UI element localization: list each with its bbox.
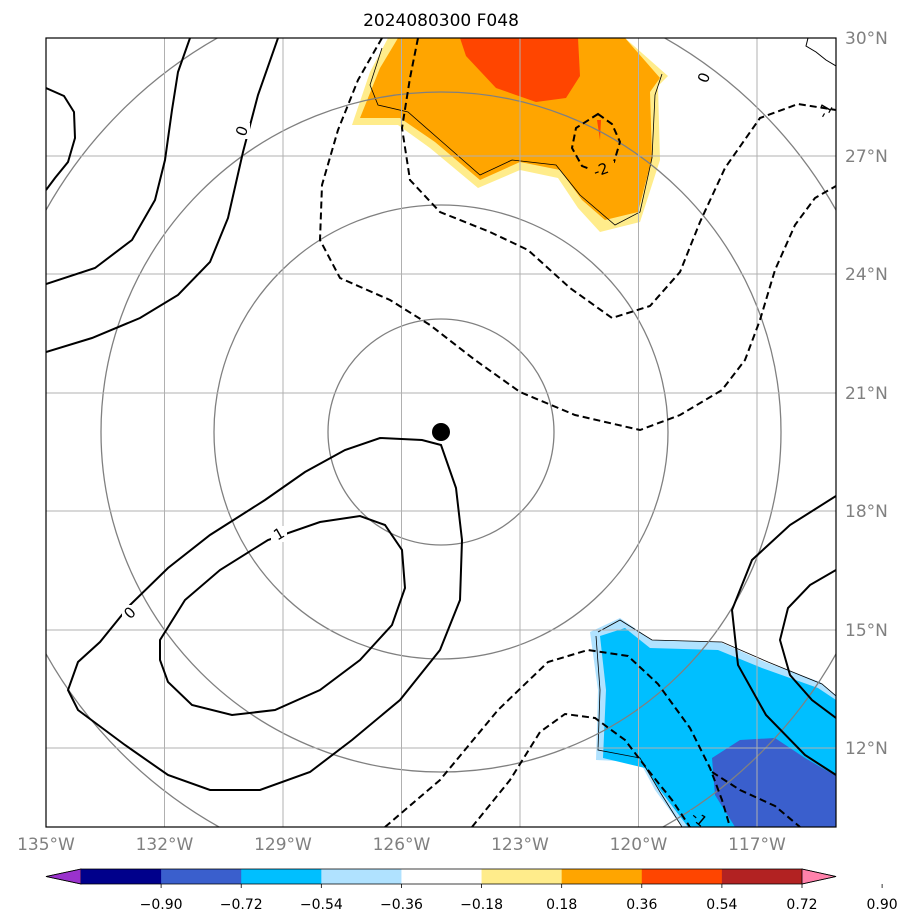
- positive-shading-orange: [360, 38, 660, 220]
- colorbar-outline: [45, 868, 837, 885]
- colorbar-segment: [321, 869, 402, 884]
- lon-tick-label: 123°W: [491, 835, 549, 855]
- contour-label-bg: [588, 161, 614, 177]
- contour-label-bg: [690, 810, 706, 826]
- colorbar-tick-label: 0.72: [786, 897, 817, 913]
- colorbar-tick-label: −0.72: [220, 897, 263, 913]
- contour-1-inner: [159, 514, 407, 717]
- colorbar-segment: [401, 869, 483, 884]
- contour-neg-lower-inner: [471, 712, 691, 827]
- lat-tick-labels: 12°N 15°N 18°N 21°N 24°N 27°N 30°N: [845, 29, 888, 759]
- colorbar-extend-high: [801, 868, 837, 885]
- lon-tick-label: 129°W: [254, 835, 312, 855]
- lat-tick-label: 27°N: [845, 147, 888, 167]
- contour-0-upper-left-inner: [46, 38, 279, 353]
- lon-tick-label: 135°W: [17, 835, 75, 855]
- colorbar-segment: [561, 869, 643, 884]
- solid-contours: [46, 38, 836, 791]
- lat-tick-label: 15°N: [845, 621, 888, 641]
- colorbar-segment: [481, 869, 563, 884]
- storm-center-marker: [432, 423, 450, 441]
- contour-label: 0: [694, 70, 714, 85]
- colorbar-segment: [161, 869, 242, 884]
- range-ring-3: [100, 91, 782, 773]
- lon-tick-labels: 135°W 132°W 129°W 126°W 123°W 120°W 117°…: [17, 835, 786, 855]
- dashed-contours: [318, 38, 836, 827]
- colorbar-segment: [641, 869, 723, 884]
- range-rings: [46, 38, 836, 827]
- colorbar-tick-label: −0.90: [140, 897, 183, 913]
- colorbar-extend-low: [45, 868, 82, 885]
- colorbar-segments: [45, 868, 837, 885]
- contour-label-bg: [234, 123, 250, 139]
- contour-label-bg: [122, 605, 138, 621]
- colorbar-tick-label: −0.54: [300, 897, 343, 913]
- colorbar-segment: [81, 869, 162, 884]
- positive-shading-red-spot: [597, 120, 601, 140]
- colorbar-tick-label: 0.36: [626, 897, 657, 913]
- contour-0-upper-left: [46, 38, 191, 285]
- lon-tick-label: 120°W: [610, 835, 668, 855]
- colorbar: −0.90 −0.72 −0.54 −0.36 −0.18 0.18 0.36 0.54 0.7…: [45, 868, 898, 913]
- contour-0-lower: [66, 436, 464, 791]
- lat-tick-label: 18°N: [845, 502, 888, 522]
- lat-tick-label: 12°N: [845, 739, 888, 759]
- lat-tick-label: 24°N: [845, 265, 888, 285]
- contour-neg-upper-outer: [318, 38, 836, 432]
- colorbar-segment: [241, 869, 322, 884]
- colorbar-tick-label: −0.36: [380, 897, 423, 913]
- lat-tick-label: 30°N: [845, 29, 888, 49]
- lat-tick-label: 21°N: [845, 384, 888, 404]
- positive-outline: [369, 47, 663, 226]
- contour-label-bg: [271, 526, 287, 542]
- contour-0-left-edge: [46, 87, 77, 191]
- contour-labels: 0 1 0 -2 -1 0 -1: [120, 70, 837, 827]
- contour-neg-lower-right: [711, 771, 801, 827]
- contour-neg-lower-outer: [384, 648, 731, 827]
- range-ring-2: [213, 204, 669, 660]
- lon-tick-label: 126°W: [373, 835, 431, 855]
- contour-label: -2: [591, 159, 611, 181]
- range-ring-1: [327, 318, 555, 546]
- plot-area: 0 1 0 -2 -1 0 -1: [46, 38, 837, 827]
- contour-neg-upper-inner: [400, 38, 836, 320]
- contour-right-inner: [778, 569, 836, 719]
- contour-label: -1: [814, 100, 837, 122]
- colorbar-tick-label: 0.54: [706, 897, 737, 913]
- gridlines: [46, 38, 836, 827]
- contour-right-outer: [730, 495, 836, 776]
- colorbar-tick-label: 0.18: [546, 897, 577, 913]
- negative-shading-dark: [712, 738, 836, 827]
- plot-frame: [45, 37, 837, 828]
- lon-tick-label: 117°W: [728, 835, 786, 855]
- figure-title: 2024080300 F048: [363, 11, 519, 31]
- lon-tick-label: 132°W: [136, 835, 194, 855]
- colorbar-segment: [721, 869, 803, 884]
- contour-neg-2-loop: [570, 112, 622, 174]
- coastline: [805, 38, 836, 67]
- colorbar-labels: −0.90 −0.72 −0.54 −0.36 −0.18 0.18 0.36 0.54 0.7…: [140, 884, 898, 913]
- colorbar-tick-label: −0.18: [460, 897, 503, 913]
- negative-outline: [595, 619, 836, 827]
- colorbar-tick-label: 0.90: [867, 897, 898, 913]
